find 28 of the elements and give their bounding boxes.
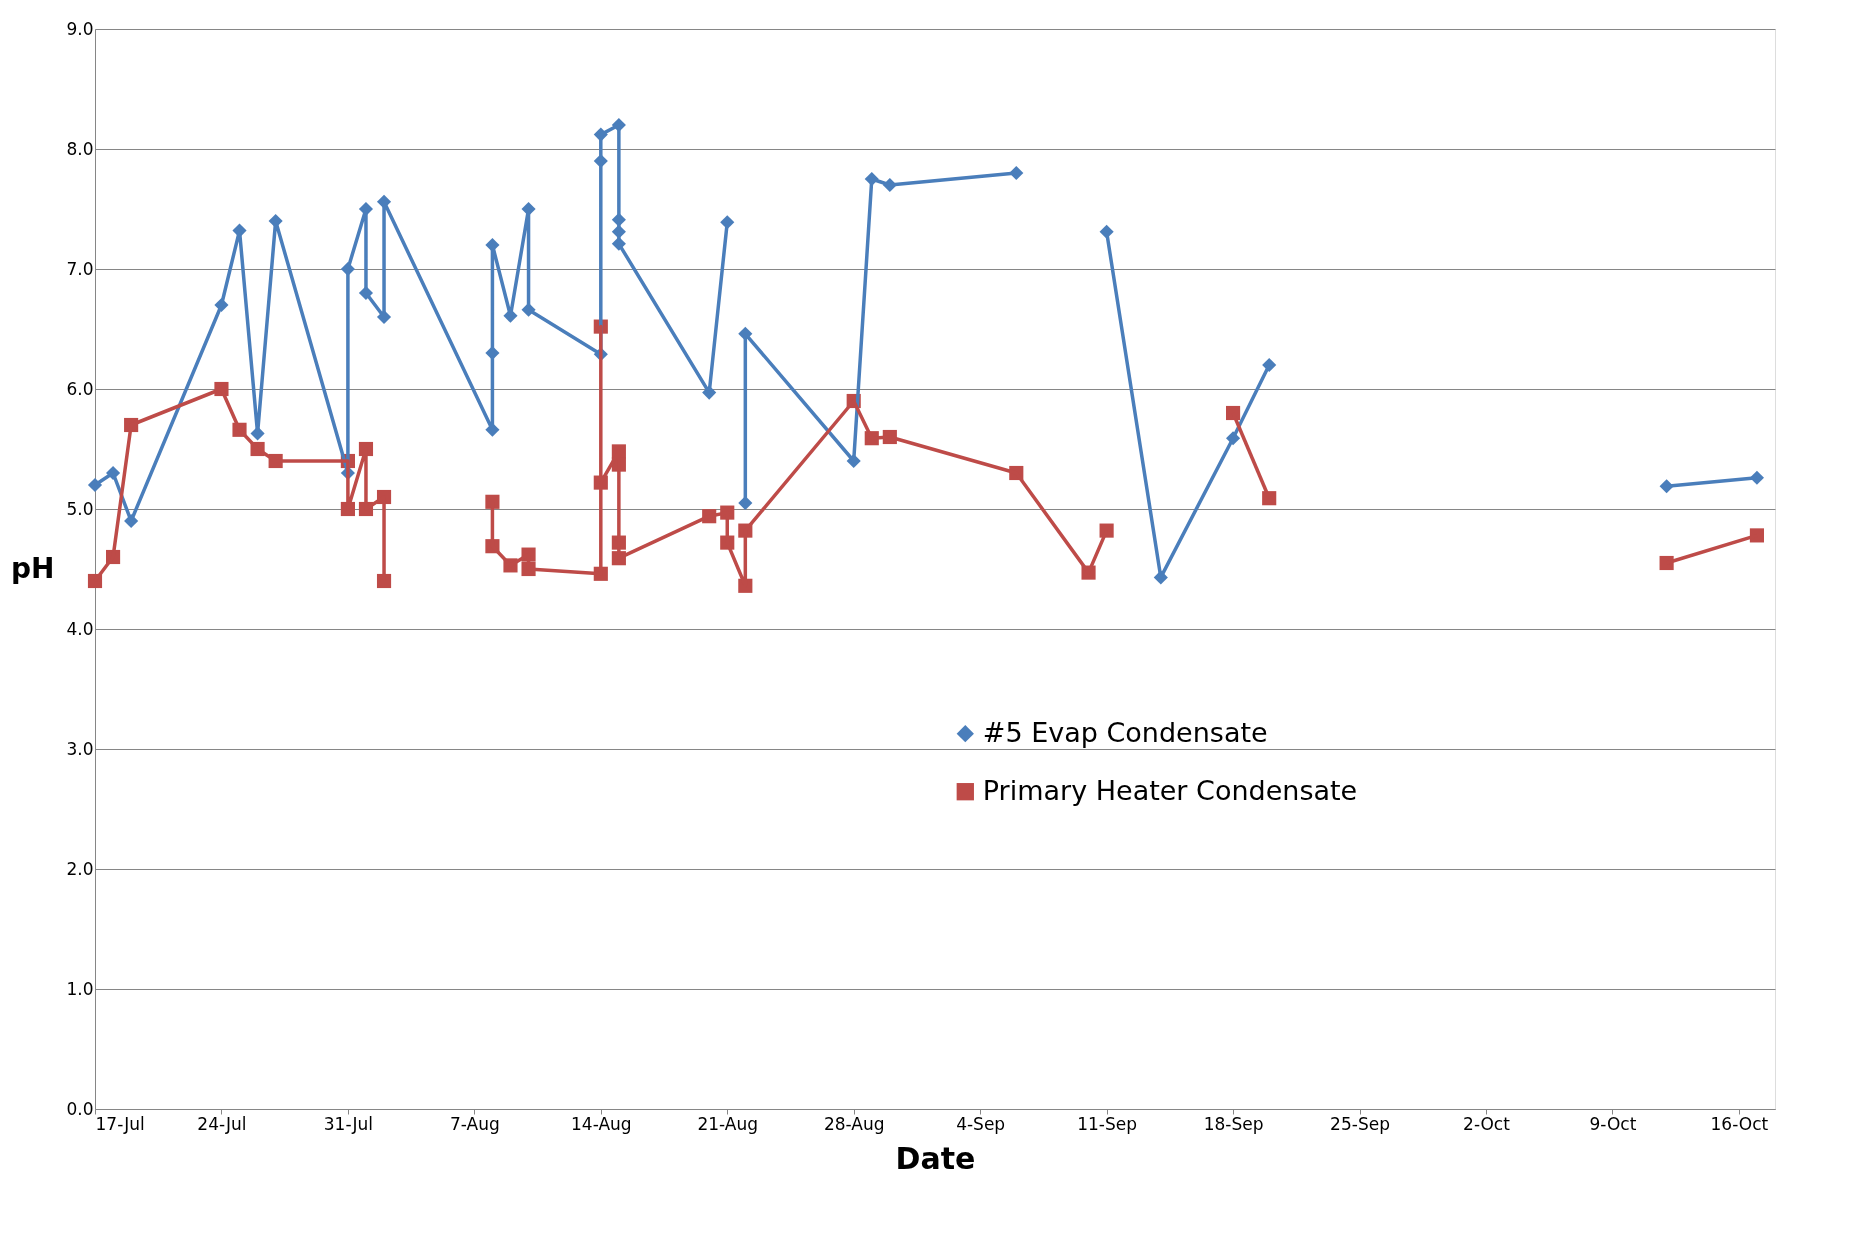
y-tick-label: 0.0 bbox=[66, 1098, 94, 1119]
x-tick-label: 17-Jul bbox=[95, 1113, 145, 1134]
y-tick-label: 2.0 bbox=[66, 858, 94, 879]
y-tick-label: 1.0 bbox=[66, 978, 94, 999]
x-tick-label: 18-Sep bbox=[1203, 1113, 1264, 1134]
x-tick-label: 7-Aug bbox=[449, 1113, 500, 1134]
x-tick-label: 14-Aug bbox=[571, 1113, 632, 1134]
legend-label: Primary Heater Condensate bbox=[982, 774, 1358, 806]
x-tick-label: 28-Aug bbox=[823, 1113, 885, 1134]
y-tick-label: 7.0 bbox=[66, 258, 94, 279]
y-tick-label: 8.0 bbox=[66, 138, 94, 159]
y-tick-label: 5.0 bbox=[66, 498, 94, 519]
x-tick-label: 11-Sep bbox=[1077, 1113, 1138, 1134]
legend-label: #5 Evap Condensate bbox=[982, 716, 1268, 748]
y-tick-label: 6.0 bbox=[66, 378, 94, 399]
x-axis-title: Date bbox=[895, 1140, 976, 1176]
x-tick-label: 2-Oct bbox=[1463, 1113, 1511, 1134]
x-tick-label: 25-Sep bbox=[1330, 1113, 1390, 1134]
y-tick-label: 3.0 bbox=[66, 738, 94, 759]
x-tick-label: 31-Jul bbox=[323, 1113, 374, 1134]
x-tick-label: 24-Jul bbox=[197, 1113, 247, 1134]
y-tick-label: 9.0 bbox=[66, 18, 94, 39]
x-tick-label: 4-Sep bbox=[956, 1113, 1006, 1134]
y-axis-title: pH bbox=[10, 551, 55, 585]
y-tick-label: 4.0 bbox=[66, 618, 94, 639]
x-tick-label: 21-Aug bbox=[697, 1113, 759, 1134]
x-tick-label: 9-Oct bbox=[1589, 1113, 1637, 1134]
x-tick-label: 16-Oct bbox=[1710, 1113, 1769, 1134]
